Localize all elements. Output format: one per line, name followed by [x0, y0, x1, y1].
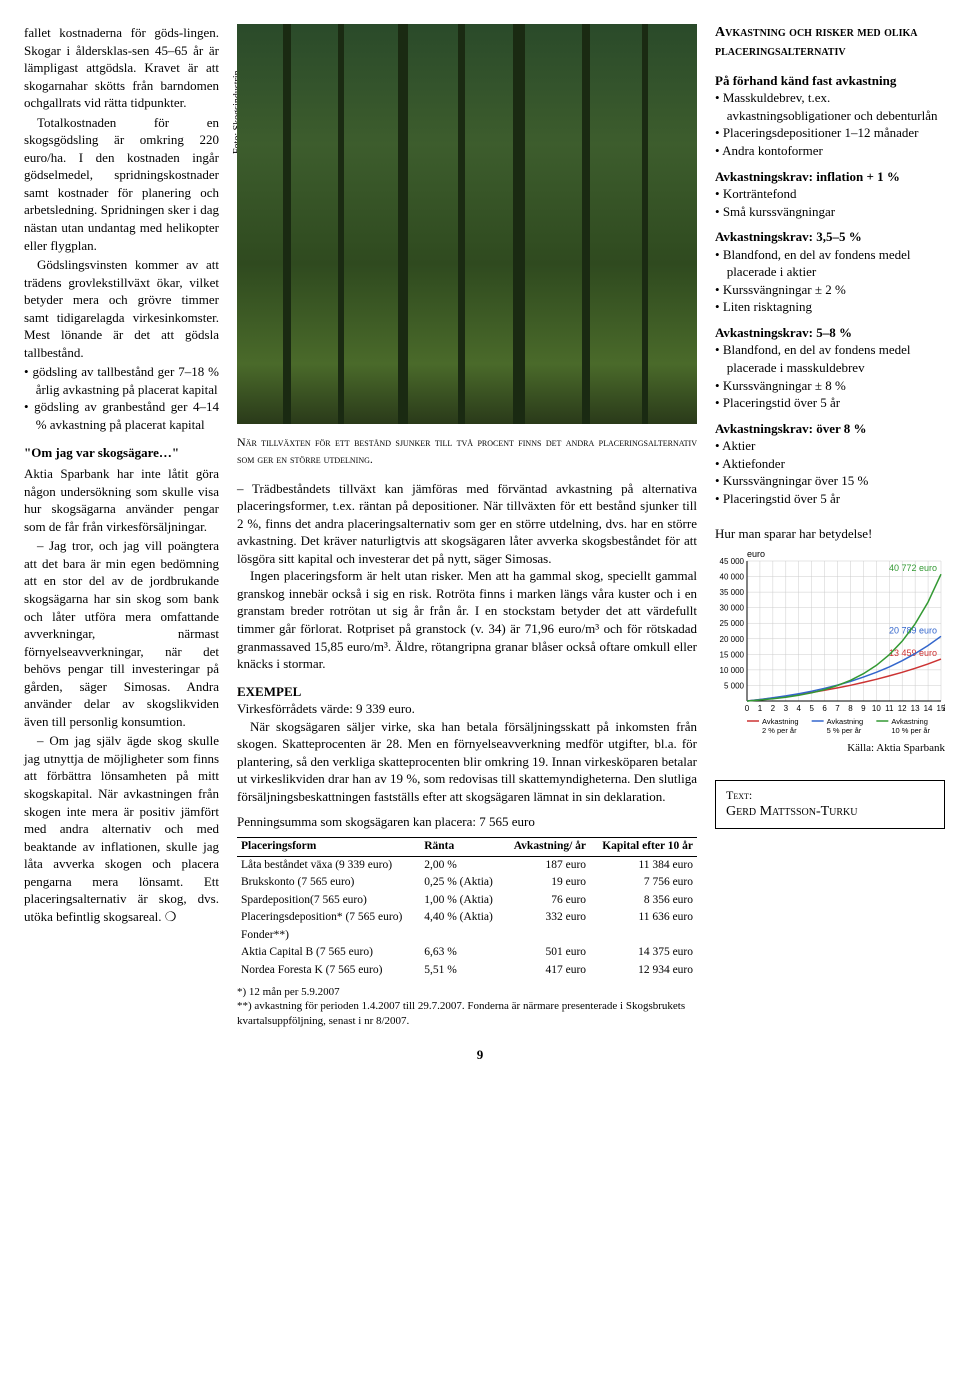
svg-text:0: 0 — [745, 704, 750, 713]
svg-text:Avkastning: Avkastning — [762, 717, 799, 726]
middle-column: Foto: Skogsindustrin. När tillväxten för… — [237, 24, 697, 1028]
list-item: Små kurssvängningar — [715, 203, 945, 221]
list-item: Blandfond, en del av fondens medel place… — [715, 246, 945, 281]
list-item: Korträntefond — [715, 185, 945, 203]
svg-text:13: 13 — [911, 704, 920, 713]
list-item: Andra kontoformer — [715, 142, 945, 160]
bullet-list: Masskuldebrev, t.ex. avkastningsobligati… — [715, 89, 945, 159]
list-item: Liten risktagning — [715, 298, 945, 316]
table-row: Brukskonto (7 565 euro)0,25 % (Aktia)19 … — [237, 874, 697, 892]
list-item: Kurssvängningar ± 8 % — [715, 377, 945, 395]
subheading: Avkastningskrav: över 8 % — [715, 420, 945, 438]
list-item: gödsling av granbestånd ger 4–14 % avkas… — [24, 398, 219, 433]
subheading: Avkastningskrav: 3,5–5 % — [715, 228, 945, 246]
svg-text:20 000: 20 000 — [720, 635, 745, 644]
para: Virkesförrådets värde: 9 339 euro. — [237, 700, 697, 718]
table-row: Fonder**) — [237, 927, 697, 945]
para: – Jag tror, och jag vill poängtera att d… — [24, 537, 219, 730]
investment-table: PlaceringsformRäntaAvkastning/ årKapital… — [237, 837, 697, 979]
svg-text:8: 8 — [848, 704, 853, 713]
chart-heading: Hur man sparar har betydelse! — [715, 525, 945, 543]
svg-text:25 000: 25 000 — [720, 619, 745, 628]
list-item: gödsling av tallbestånd ger 7–18 % årlig… — [24, 363, 219, 398]
svg-text:30 000: 30 000 — [720, 604, 745, 613]
svg-text:Avkastning: Avkastning — [891, 717, 928, 726]
svg-text:år: år — [943, 704, 945, 713]
table-row: Aktia Capital B (7 565 euro)6,63 %501 eu… — [237, 944, 697, 962]
savings-chart: euro 5 000 10 000 15 000 20 000 25 000 30 000 3… — [715, 547, 945, 737]
svg-text:11: 11 — [885, 704, 894, 713]
list-item: Blandfond, en del av fondens medel place… — [715, 341, 945, 376]
table-row: Placeringsdeposition* (7 565 euro)4,40 %… — [237, 909, 697, 927]
svg-text:2 % per år: 2 % per år — [762, 726, 797, 735]
table-row: Nordea Foresta K (7 565 euro)5,51 %417 e… — [237, 962, 697, 980]
svg-text:euro: euro — [747, 549, 765, 559]
footnote: *) 12 mån per 5.9.2007 — [237, 985, 697, 999]
table-row: Spardeposition(7 565 euro)1,00 % (Aktia)… — [237, 892, 697, 910]
svg-text:10: 10 — [872, 704, 881, 713]
bullet-list: AktierAktiefonderKurssvängningar över 15… — [715, 437, 945, 507]
svg-text:5: 5 — [809, 704, 814, 713]
sidebar-heading: Avkastning och risker med olika placerin… — [715, 24, 945, 62]
list-item: Masskuldebrev, t.ex. avkastningsobligati… — [715, 89, 945, 124]
bullet-list: Blandfond, en del av fondens medel place… — [715, 246, 945, 316]
list-item: Placeringstid över 5 år — [715, 394, 945, 412]
svg-text:14: 14 — [924, 704, 933, 713]
svg-text:13 459 euro: 13 459 euro — [889, 648, 937, 658]
list-item: Kurssvängningar över 15 % — [715, 472, 945, 490]
table-row: Låta beståndet växa (9 339 euro)2,00 %18… — [237, 856, 697, 874]
para: När skogsägaren säljer virke, ska han be… — [237, 718, 697, 806]
para: fallet kostnaderna för göds-lingen. Skog… — [24, 24, 219, 112]
svg-text:45 000: 45 000 — [720, 557, 745, 566]
chart-source: Källa: Aktia Sparbank — [715, 741, 945, 756]
para: Totalkostnaden för en skogsgödsling är o… — [24, 114, 219, 254]
svg-text:10 % per år: 10 % per år — [891, 726, 930, 735]
para: – Om jag själv ägde skog skulle jag utny… — [24, 732, 219, 925]
svg-text:40 772 euro: 40 772 euro — [889, 563, 937, 573]
para: Penningsumma som skogsägaren kan placera… — [237, 813, 697, 831]
para: – Trädbeståndets tillväxt kan jämföras m… — [237, 480, 697, 568]
page-number: 9 — [24, 1046, 936, 1064]
subheading: Avkastningskrav: inflation + 1 % — [715, 168, 945, 186]
bullet-list: KorträntefondSmå kurssvängningar — [715, 185, 945, 220]
example-heading: EXEMPEL — [237, 683, 697, 701]
svg-text:35 000: 35 000 — [720, 588, 745, 597]
svg-text:10 000: 10 000 — [720, 666, 745, 675]
forest-photo — [237, 24, 697, 424]
para: Gödslingsvinsten kommer av att trädens g… — [24, 256, 219, 361]
svg-text:12: 12 — [898, 704, 907, 713]
svg-text:9: 9 — [861, 704, 866, 713]
right-column: Avkastning och risker med olika placerin… — [715, 24, 945, 1028]
list-item: Placeringsdepositioner 1–12 månader — [715, 124, 945, 142]
para: Aktia Sparbank har inte låtit göra någon… — [24, 465, 219, 535]
svg-text:3: 3 — [784, 704, 789, 713]
author-label: Text: — [726, 787, 934, 803]
list-item: Aktiefonder — [715, 455, 945, 473]
svg-text:40 000: 40 000 — [720, 572, 745, 581]
svg-text:Avkastning: Avkastning — [827, 717, 864, 726]
svg-text:5 % per år: 5 % per år — [827, 726, 862, 735]
svg-text:1: 1 — [758, 704, 763, 713]
author-box: Text: Gerd Mattsson-Turku — [715, 780, 945, 829]
image-caption: När tillväxten för ett bestånd sjunker t… — [237, 434, 697, 468]
para: Ingen placeringsform är helt utan risker… — [237, 567, 697, 672]
subheading: På förhand känd fast avkastning — [715, 72, 945, 90]
svg-text:2: 2 — [771, 704, 776, 713]
svg-text:15 000: 15 000 — [720, 650, 745, 659]
list-item: Aktier — [715, 437, 945, 455]
svg-text:4: 4 — [797, 704, 802, 713]
svg-text:7: 7 — [835, 704, 840, 713]
subheading: "Om jag var skogsägare…" — [24, 444, 219, 462]
list-item: Placeringstid över 5 år — [715, 490, 945, 508]
footnote: **) avkastning för perioden 1.4.2007 til… — [237, 999, 697, 1028]
bullet-list: Blandfond, en del av fondens medel place… — [715, 341, 945, 411]
svg-text:6: 6 — [822, 704, 827, 713]
subheading: Avkastningskrav: 5–8 % — [715, 324, 945, 342]
list-item: Kurssvängningar ± 2 % — [715, 281, 945, 299]
svg-text:5 000: 5 000 — [724, 681, 745, 690]
bullet-list: gödsling av tallbestånd ger 7–18 % årlig… — [24, 363, 219, 433]
author-name: Gerd Mattsson-Turku — [726, 803, 934, 822]
left-column: fallet kostnaderna för göds-lingen. Skog… — [24, 24, 219, 1028]
